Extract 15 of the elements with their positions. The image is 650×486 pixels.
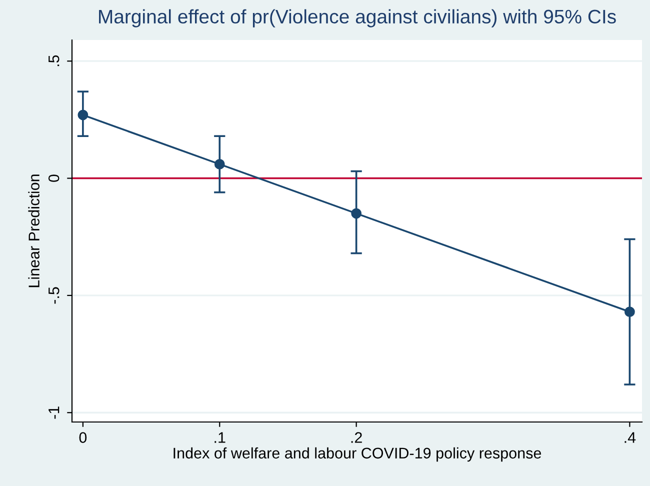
point — [78, 110, 88, 120]
point — [351, 208, 362, 219]
x-tick-label: .2 — [351, 432, 362, 443]
y-axis-title: Linear Prediction — [28, 174, 40, 288]
y-tick-label: -.5 — [48, 287, 60, 304]
point — [214, 159, 225, 170]
chart-title: Marginal effect of pr(Violence against civilians) with 95% CIs — [99, 9, 616, 28]
x-tick-label: .4 — [624, 432, 636, 443]
x-axis-title: Index of welfare and labour COVID-19 policy response — [174, 447, 542, 462]
x-tick-label: 0 — [79, 432, 87, 443]
y-tick-label: -1 — [48, 406, 60, 419]
point — [624, 306, 635, 318]
x-tick-label: .1 — [214, 432, 226, 443]
y-tick-label: .5 — [48, 55, 60, 66]
y-tick-label: 0 — [48, 174, 60, 182]
